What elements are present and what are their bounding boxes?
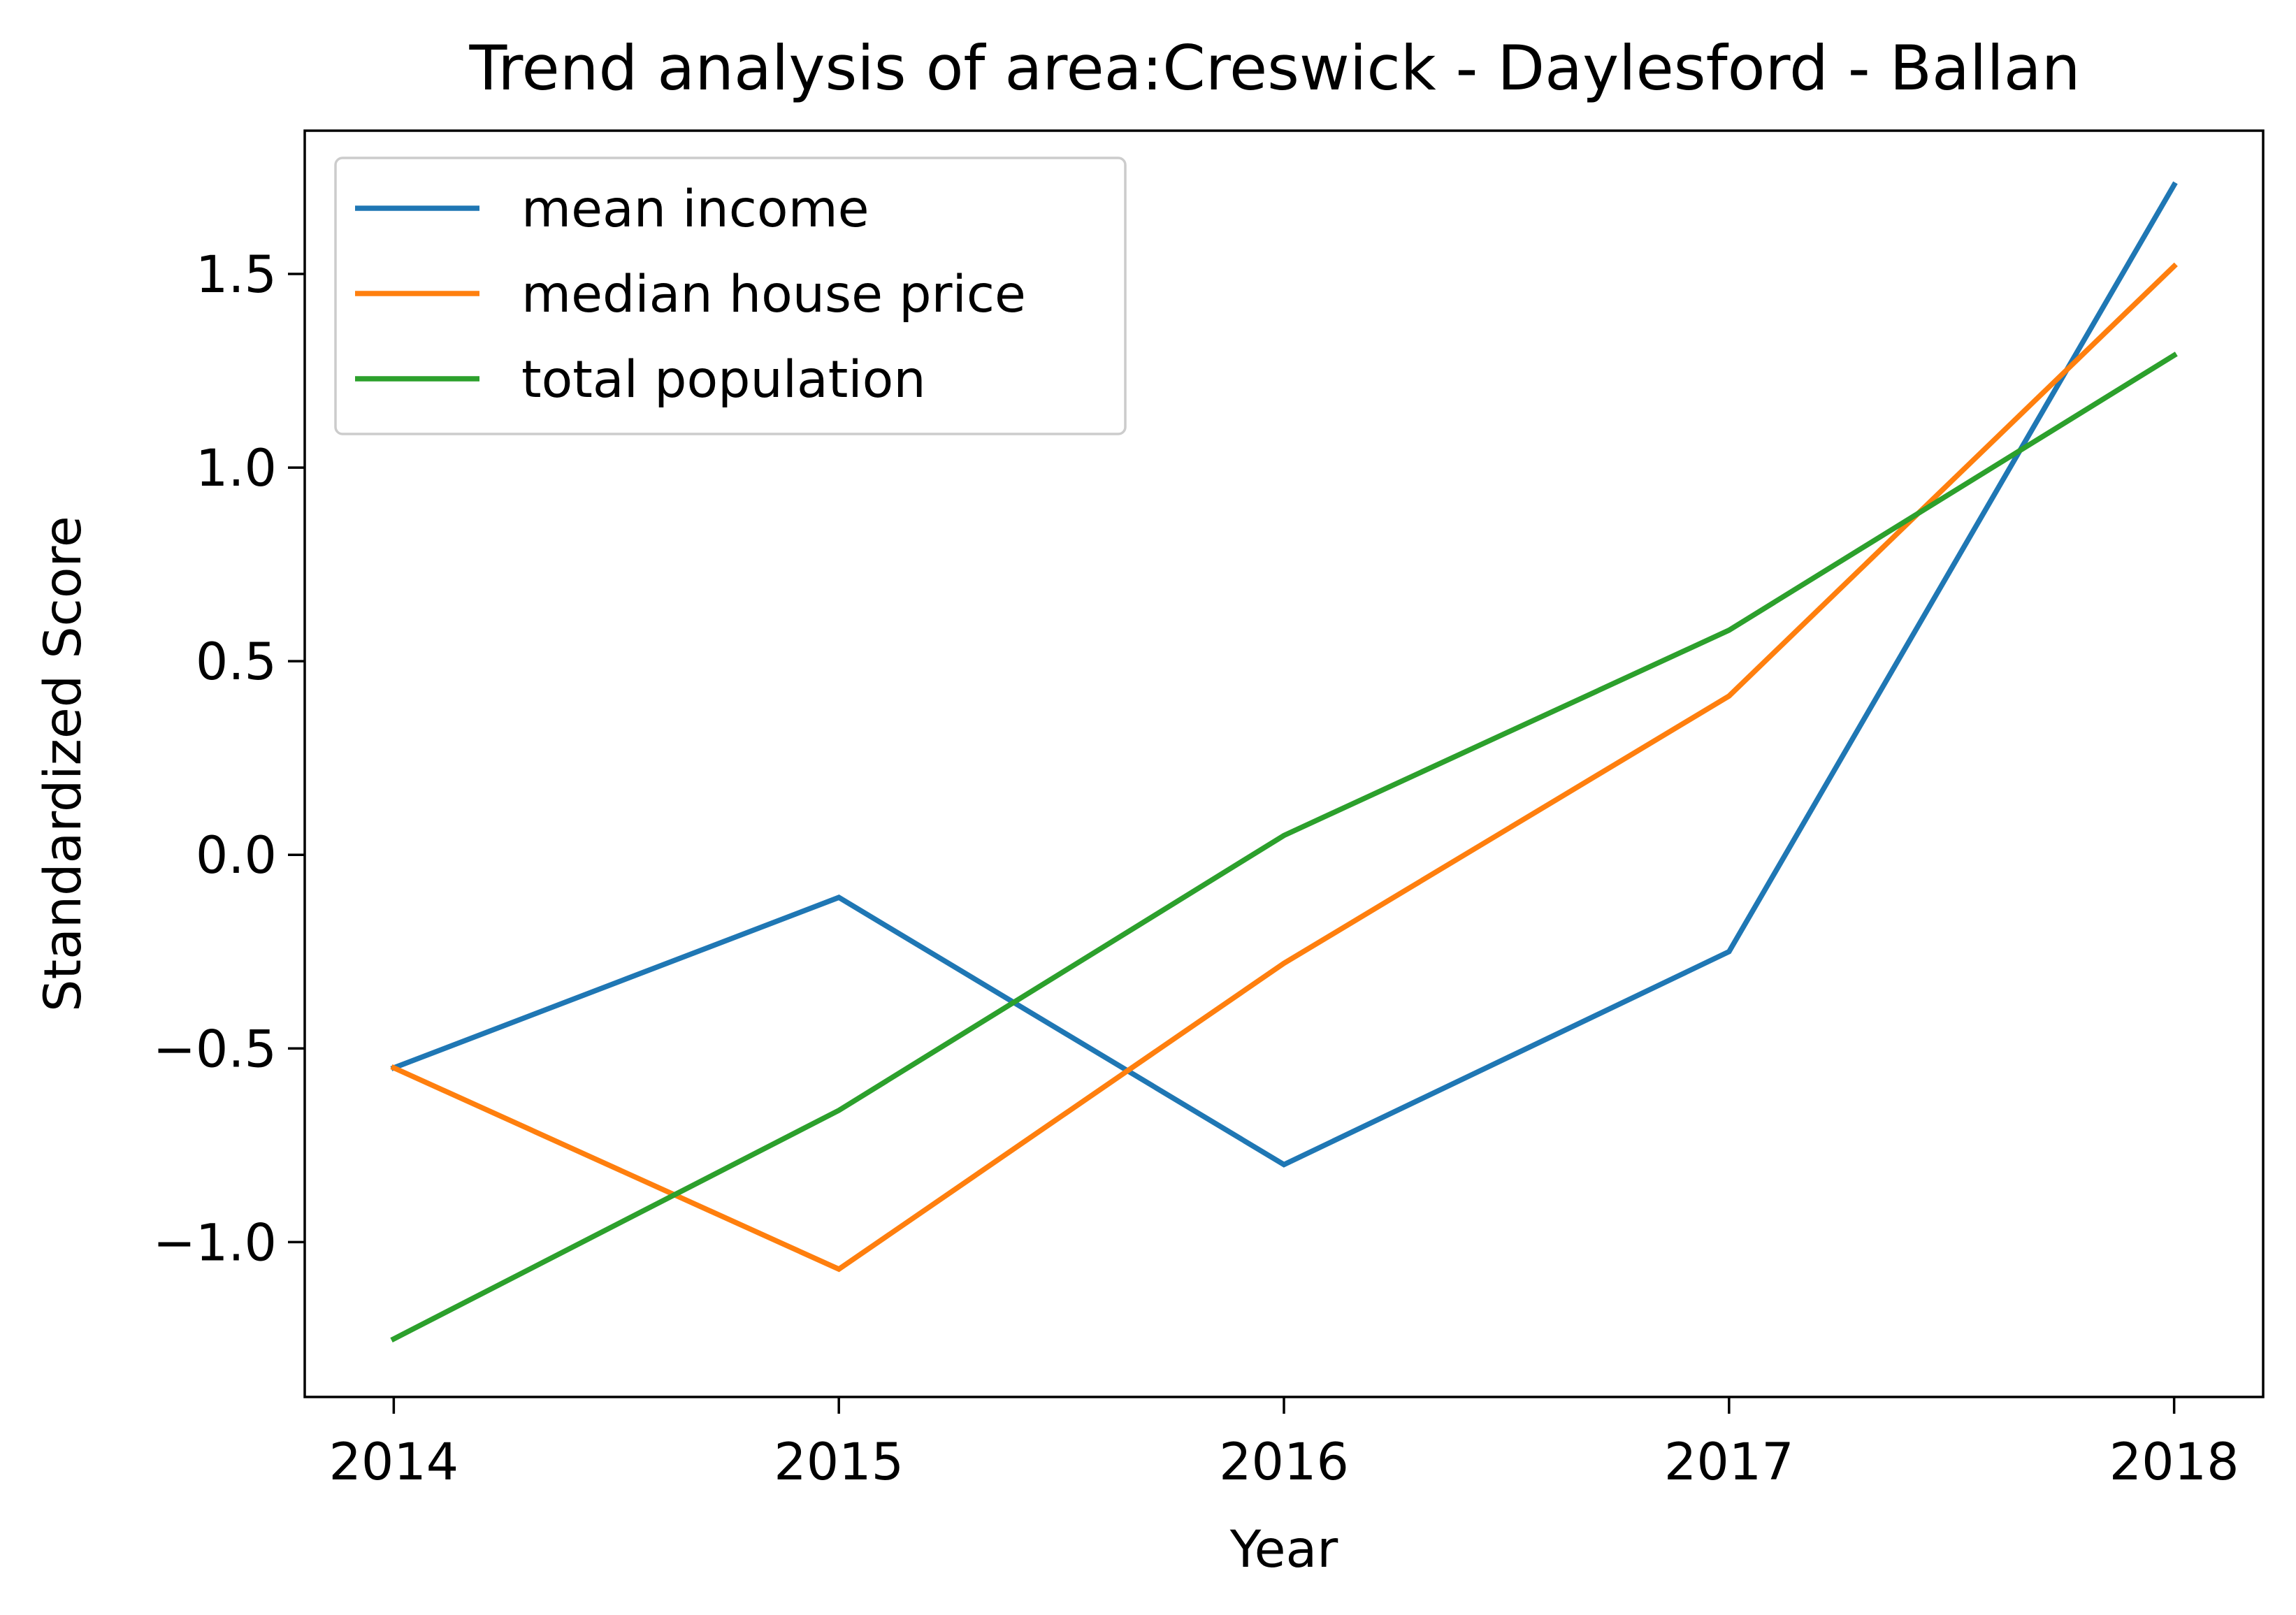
legend-label: mean income: [521, 180, 869, 239]
x-tick-label: 2014: [328, 1433, 459, 1492]
series-line-mean-income: [390, 181, 2178, 1168]
x-tick-label: 2018: [2109, 1433, 2239, 1492]
x-tick-label: 2015: [774, 1433, 904, 1492]
y-tick-label: 0.0: [196, 826, 277, 885]
y-tick-label: −0.5: [153, 1020, 277, 1079]
x-axis-label: Year: [1229, 1520, 1339, 1579]
legend-label: median house price: [521, 265, 1026, 324]
legend-label: total population: [521, 350, 926, 410]
x-tick-label: 2017: [1664, 1433, 1794, 1492]
y-axis-label: Standardized Score: [34, 516, 93, 1012]
chart-title: Trend analysis of area:Creswick - Dayles…: [468, 32, 2080, 104]
y-tick-label: −1.0: [153, 1213, 277, 1273]
legend-frame: [334, 157, 1127, 435]
x-tick-label: 2016: [1219, 1433, 1349, 1492]
y-tick-label: 1.5: [196, 245, 277, 305]
series-lines: [390, 181, 2178, 1342]
legend: mean income median house price total popul…: [334, 157, 1127, 435]
series-line-median-house-price: [390, 262, 2178, 1273]
series-line-total-population: [390, 352, 2178, 1342]
y-tick-label: 0.5: [196, 632, 277, 692]
x-axis: 2014 2015 2016 2017 2018: [328, 1397, 2239, 1492]
plot-area-frame: [303, 129, 2265, 1398]
y-tick-label: 1.0: [196, 439, 277, 498]
y-axis: −1.0 −0.5 0.0 0.5 1.0 1.5: [153, 245, 305, 1273]
